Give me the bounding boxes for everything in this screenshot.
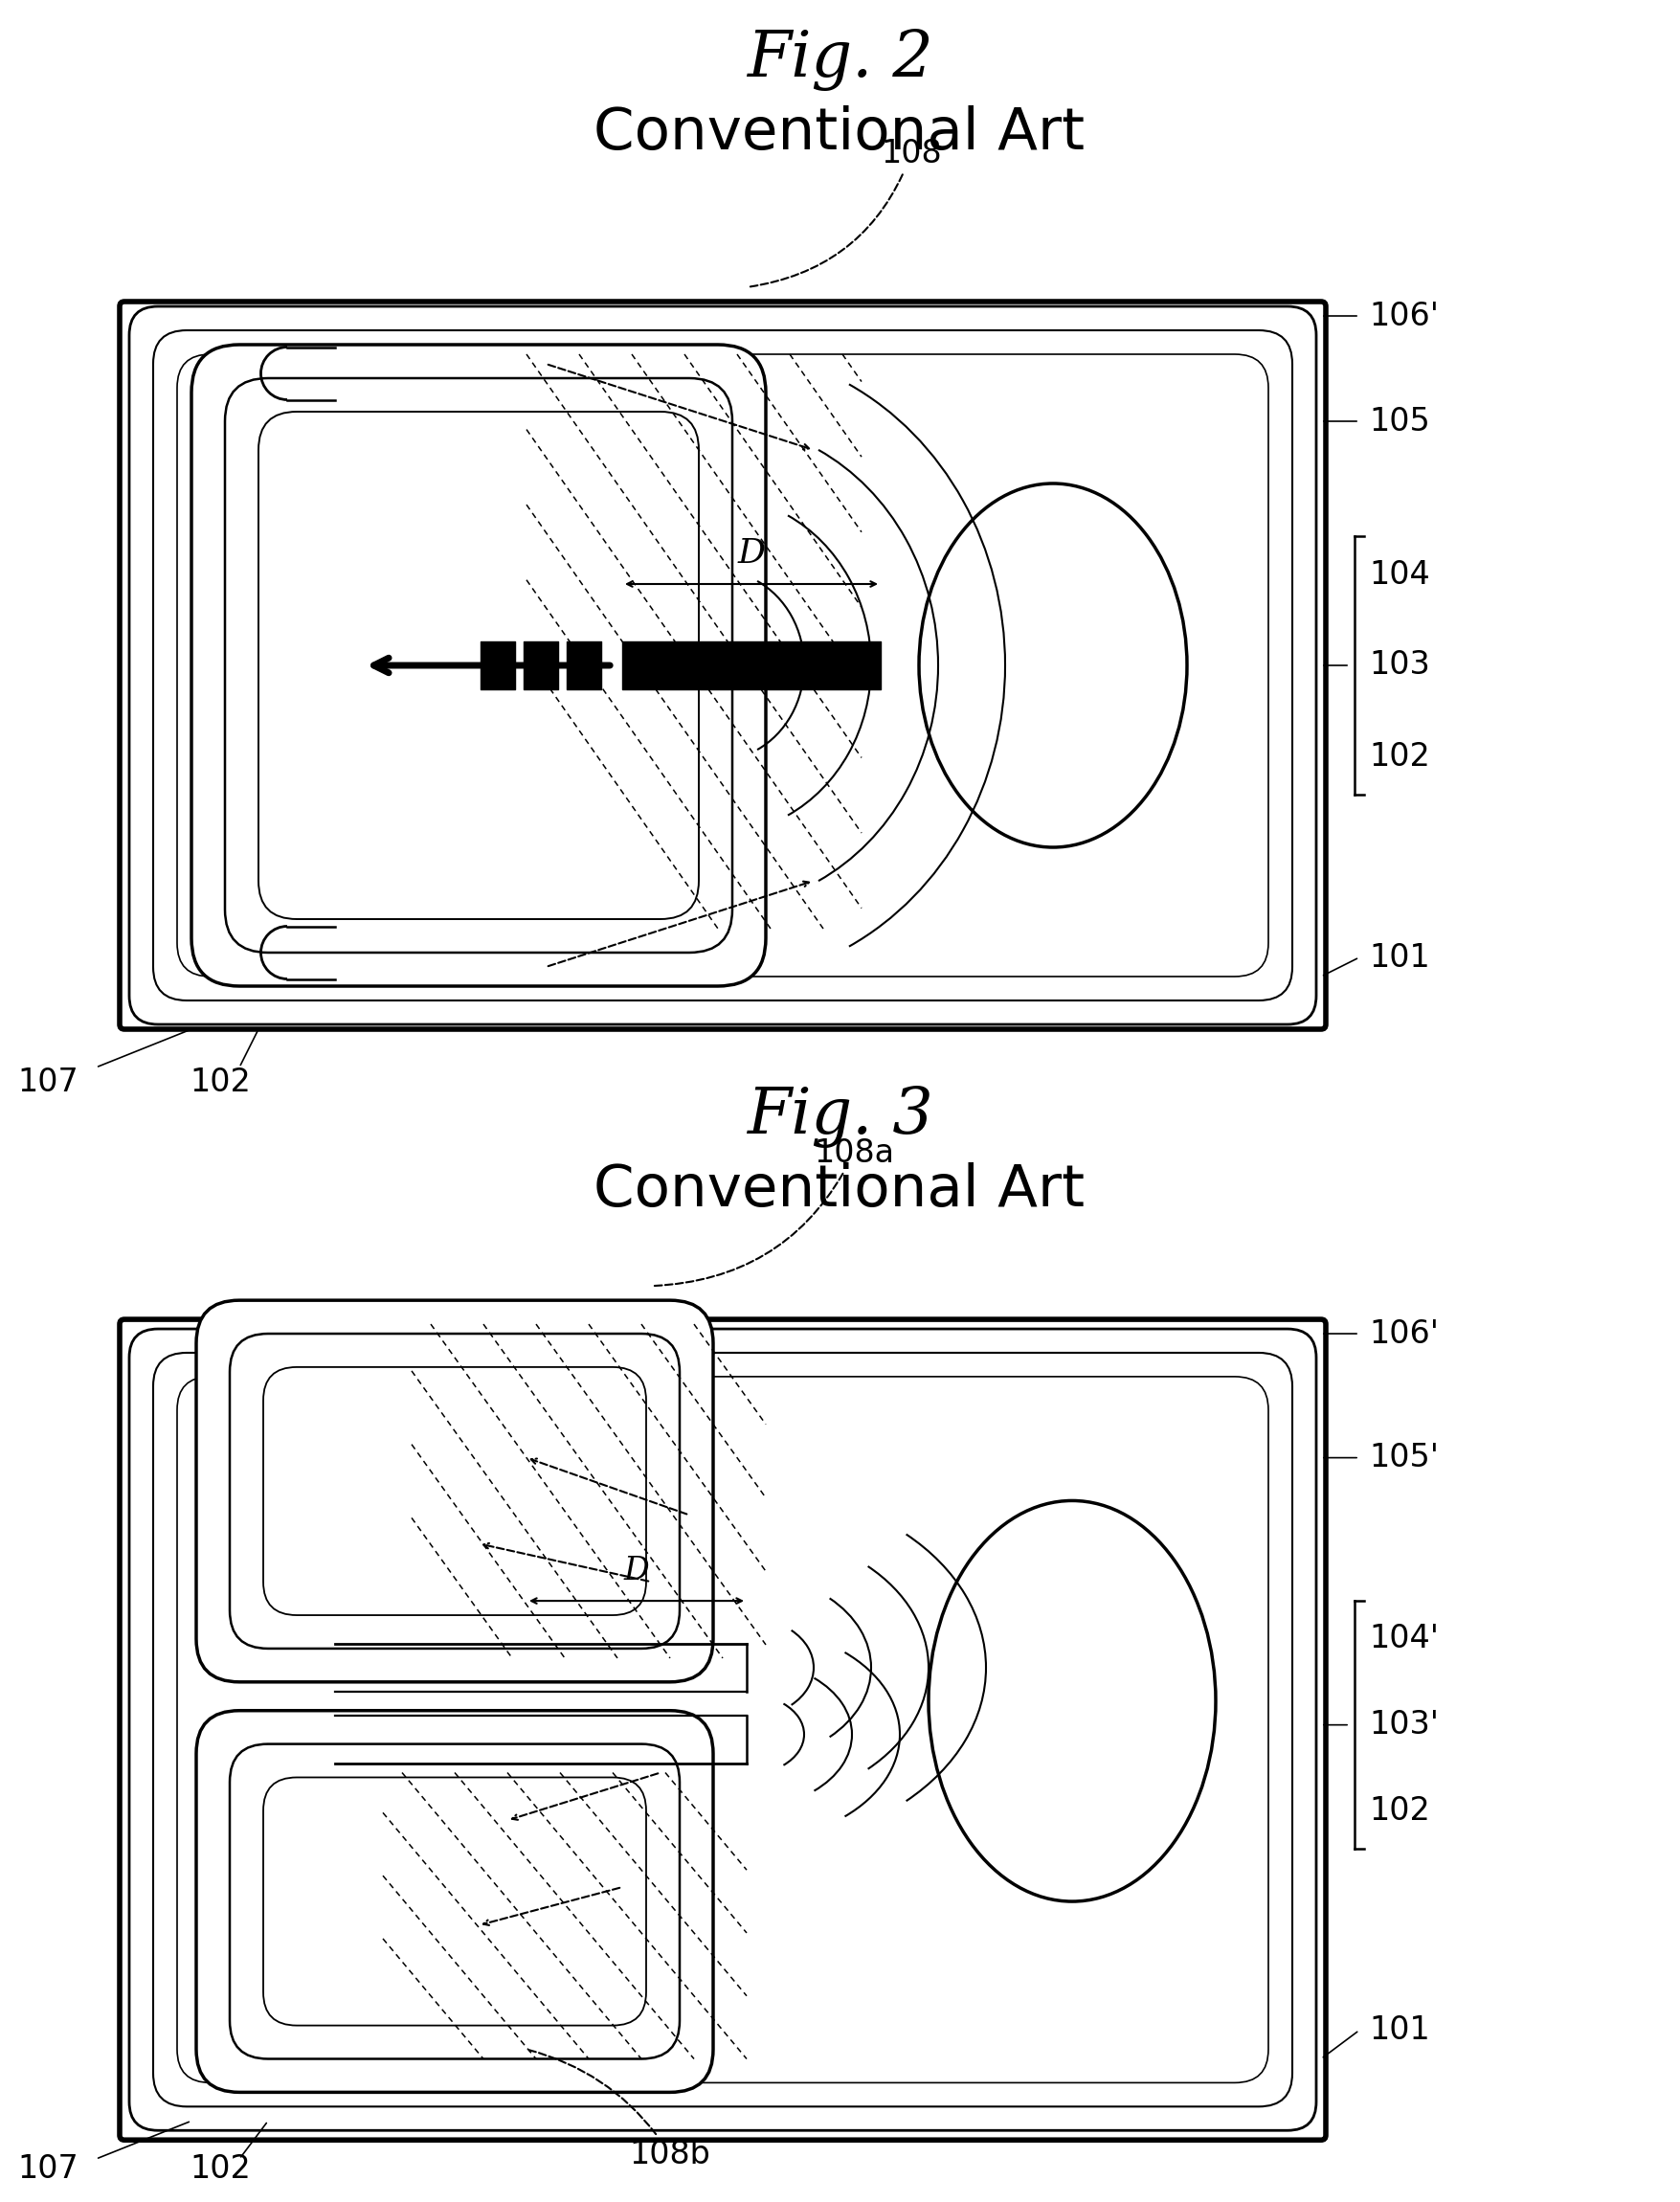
FancyBboxPatch shape bbox=[129, 306, 1315, 1024]
Text: 105: 105 bbox=[1369, 405, 1430, 436]
Text: 108a: 108a bbox=[654, 1136, 894, 1286]
FancyBboxPatch shape bbox=[259, 412, 699, 918]
Text: Conventional Art: Conventional Art bbox=[595, 1163, 1085, 1218]
FancyBboxPatch shape bbox=[129, 1330, 1315, 2132]
Text: 107: 107 bbox=[17, 2154, 79, 2184]
Text: 102: 102 bbox=[1369, 740, 1430, 773]
Text: 102: 102 bbox=[190, 1066, 250, 1097]
Text: 103: 103 bbox=[1369, 650, 1430, 680]
Text: 108b: 108b bbox=[529, 2050, 711, 2171]
Text: 106': 106' bbox=[1369, 1317, 1438, 1350]
Text: D: D bbox=[623, 1557, 650, 1585]
Text: 105': 105' bbox=[1369, 1442, 1438, 1473]
FancyBboxPatch shape bbox=[197, 1711, 714, 2092]
Text: Fig. 3: Fig. 3 bbox=[746, 1086, 932, 1147]
Text: 108: 108 bbox=[749, 139, 941, 286]
FancyBboxPatch shape bbox=[119, 302, 1326, 1028]
Text: Fig. 2: Fig. 2 bbox=[746, 29, 932, 90]
FancyBboxPatch shape bbox=[230, 1744, 680, 2059]
Text: 107: 107 bbox=[17, 1066, 79, 1097]
Text: 102: 102 bbox=[190, 2154, 250, 2184]
FancyBboxPatch shape bbox=[197, 1299, 714, 1682]
FancyBboxPatch shape bbox=[264, 1777, 647, 2026]
Text: Conventional Art: Conventional Art bbox=[595, 106, 1085, 161]
Text: 103': 103' bbox=[1369, 1709, 1438, 1742]
Ellipse shape bbox=[929, 1502, 1216, 1900]
Text: 104: 104 bbox=[1369, 559, 1430, 590]
Text: 102: 102 bbox=[1369, 1795, 1430, 1828]
FancyBboxPatch shape bbox=[192, 346, 766, 986]
FancyBboxPatch shape bbox=[225, 379, 732, 953]
Text: 104': 104' bbox=[1369, 1623, 1438, 1656]
FancyBboxPatch shape bbox=[119, 1319, 1326, 2140]
Ellipse shape bbox=[919, 484, 1188, 848]
FancyBboxPatch shape bbox=[230, 1334, 680, 1649]
FancyBboxPatch shape bbox=[176, 355, 1268, 975]
Text: 106': 106' bbox=[1369, 299, 1438, 333]
Text: D: D bbox=[738, 537, 766, 570]
Text: 101: 101 bbox=[1369, 942, 1430, 973]
FancyBboxPatch shape bbox=[264, 1367, 647, 1616]
Text: 101: 101 bbox=[1369, 2015, 1430, 2046]
FancyBboxPatch shape bbox=[153, 1352, 1292, 2107]
FancyBboxPatch shape bbox=[153, 330, 1292, 1000]
FancyBboxPatch shape bbox=[176, 1376, 1268, 2083]
